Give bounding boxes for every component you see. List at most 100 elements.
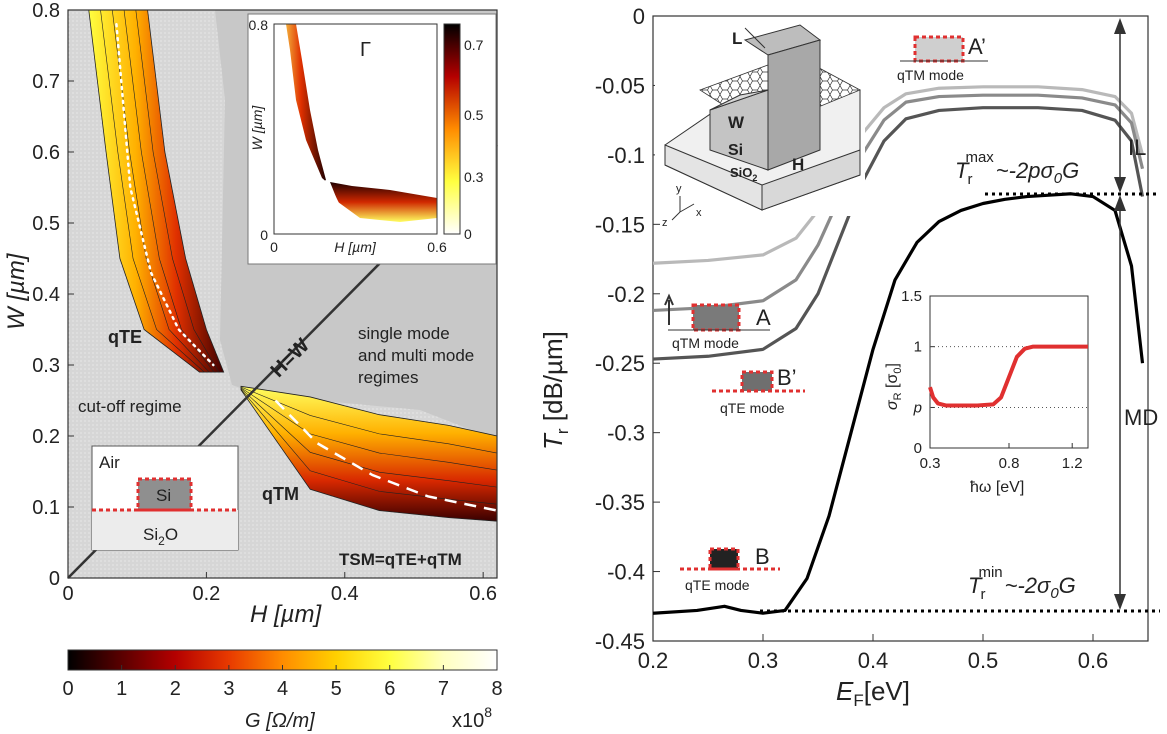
qte-contour bbox=[100, 9, 205, 373]
label-mode-b-prime-desc: qTE mode bbox=[720, 400, 785, 416]
mode-a-icon: A qTM mode bbox=[664, 293, 771, 351]
right-x-tick-label: 0.6 bbox=[1078, 648, 1109, 673]
left-y-tick-label: 0.4 bbox=[32, 284, 60, 306]
mode-b-icon: B qTE mode bbox=[680, 544, 780, 593]
si-core bbox=[136, 477, 193, 512]
g-cbar-tick-label: 8 bbox=[491, 678, 502, 700]
waveguide-cross-section-schematic: Air Si Si2O bbox=[91, 445, 239, 551]
gamma-colorbar bbox=[443, 23, 461, 235]
device-3d-schematic: L W Si H SiO2 x y z bbox=[655, 18, 865, 229]
qte-contour bbox=[135, 9, 220, 373]
sigma-x-tick-label: 1.2 bbox=[1062, 455, 1083, 472]
label-si: Si bbox=[156, 486, 171, 505]
sigma-r-curve bbox=[928, 344, 1088, 408]
gamma-x-label: H [µm] bbox=[334, 239, 377, 255]
label-il: IL bbox=[1128, 135, 1146, 160]
device-label-w: W bbox=[728, 113, 745, 132]
gamma-x-tick-min: 0 bbox=[270, 239, 278, 255]
sigma-r-inset: 0.3 0.8 1.2 0 p 1 1.5 σR [σ0] ħω [eV] bbox=[884, 288, 1089, 496]
gamma-cbar-tick: 0.7 bbox=[464, 37, 484, 53]
right-x-tick-label: 0.4 bbox=[858, 648, 889, 673]
right-y-tick-label: -0.45 bbox=[595, 629, 645, 654]
il-arrow: IL bbox=[1114, 18, 1146, 193]
label-regimes-2: and multi mode bbox=[358, 346, 474, 365]
qtm-ridge-line bbox=[274, 399, 498, 512]
right-y-tick-label: -0.15 bbox=[595, 212, 645, 237]
sigma-x-tick-label: 0.8 bbox=[999, 455, 1020, 472]
gamma-inset-qtm-band bbox=[330, 182, 437, 222]
g-cbar-tick-label: 7 bbox=[438, 678, 449, 700]
mode-b-prime-icon: B’ qTE mode bbox=[712, 365, 805, 416]
sigma-x-tick-label: 0.3 bbox=[920, 455, 941, 472]
sigma-r-y-label: σR [σ0] bbox=[884, 363, 904, 410]
device-axis-x: x bbox=[696, 207, 702, 219]
qtm-contour bbox=[240, 388, 498, 505]
sigma-y-tick-label: 1.5 bbox=[901, 288, 922, 305]
qtm-contour bbox=[240, 386, 498, 454]
left-y-tick-label: 0.5 bbox=[32, 213, 60, 235]
left-y-tick-label: 0 bbox=[49, 568, 60, 590]
g-cbar-tick-label: 2 bbox=[170, 678, 181, 700]
g-cbar-tick-label: 4 bbox=[277, 678, 288, 700]
gamma-cbar-tick: 0.3 bbox=[464, 169, 484, 185]
label-mode-b-prime: B’ bbox=[777, 365, 797, 390]
tr-series-dark bbox=[652, 106, 1145, 361]
g-cbar-tick-label: 0 bbox=[62, 678, 73, 700]
left-x-tick-label: 0.6 bbox=[469, 583, 497, 605]
device-label-si: Si bbox=[728, 142, 743, 159]
qtm-contour bbox=[240, 388, 498, 488]
mode-a-prime-icon: A’ qTM mode bbox=[897, 34, 988, 83]
right-y-tick-label: -0.3 bbox=[607, 421, 645, 446]
gamma-y-tick-max: 0.8 bbox=[249, 17, 269, 33]
left-y-tick-label: 0.8 bbox=[32, 0, 60, 22]
g-colorbar-multiplier: x108 bbox=[452, 704, 492, 732]
qte-contour bbox=[123, 9, 215, 373]
right-x-tick-label: 0.5 bbox=[968, 648, 999, 673]
gamma-inset: Γ 0.8 0 0 0.6 H [µm] W [µm] 0.7 0.5 0.3 … bbox=[247, 13, 497, 265]
label-md: MD bbox=[1124, 405, 1158, 430]
left-y-axis-label: W [µm] bbox=[3, 252, 30, 330]
right-y-tick-label: -0.05 bbox=[595, 73, 645, 98]
sigma-r-x-label: ħω [eV] bbox=[970, 479, 1024, 496]
right-x-tick-label: 0.3 bbox=[748, 648, 779, 673]
g-cbar-tick-label: 3 bbox=[223, 678, 234, 700]
sigma-r-ticks: 0.3 0.8 1.2 0 p 1 1.5 bbox=[901, 288, 1088, 472]
right-transmission-panel: 0.2 0.3 0.4 0.5 0.6 0 -0.05 -0.1 -0.15 -0.2 -0.25 -… bbox=[538, 4, 1160, 710]
g-colorbar-ticks: 0 1 2 3 4 5 6 7 8 bbox=[62, 665, 503, 700]
device-axis-z: z bbox=[662, 217, 668, 229]
label-mode-a-prime: A’ bbox=[968, 34, 986, 59]
left-y-tick-label: 0.6 bbox=[32, 142, 60, 164]
right-y-tick-label: -0.4 bbox=[607, 560, 645, 585]
label-tr-max: Trmax~-2pσ0G bbox=[955, 149, 1079, 188]
g-colorbar-label: G [Ω/m] bbox=[245, 710, 315, 732]
left-y-tick-label: 0.1 bbox=[32, 497, 60, 519]
label-mode-a: A bbox=[756, 305, 771, 330]
device-label-l: L bbox=[732, 29, 742, 48]
left-y-ticks: 0 0.1 0.2 0.3 0.4 0.5 0.6 0.7 0.8 bbox=[32, 0, 74, 590]
label-mode-b: B bbox=[755, 544, 770, 569]
g-cbar-tick-label: 6 bbox=[384, 678, 395, 700]
right-y-axis-label: Tr [dB/µm] bbox=[538, 331, 572, 450]
tr-series-light bbox=[652, 85, 1145, 265]
left-y-tick-label: 0.7 bbox=[32, 71, 60, 93]
label-cutoff-regime: cut-off regime bbox=[78, 397, 182, 416]
right-y-tick-label: 0 bbox=[633, 4, 645, 29]
right-y-tick-label: -0.35 bbox=[595, 490, 645, 515]
gamma-cbar-tick: 0 bbox=[464, 226, 472, 242]
sigma-y-tick-label: 0 bbox=[914, 440, 922, 457]
label-regimes-3: regimes bbox=[358, 368, 418, 387]
label-mode-a-prime-desc: qTM mode bbox=[897, 67, 964, 83]
device-label-sio2: SiO2 bbox=[730, 165, 757, 183]
label-mode-a-desc: qTM mode bbox=[672, 335, 739, 351]
label-qtm: qTM bbox=[262, 484, 299, 504]
left-x-tick-label: 0.2 bbox=[192, 583, 220, 605]
tr-series-mid bbox=[652, 93, 1145, 313]
device-axis-y: y bbox=[676, 183, 682, 195]
label-substrate: Si2O bbox=[143, 525, 178, 548]
gamma-y-tick-min: 0 bbox=[260, 227, 268, 243]
label-tsm: TSM=qTE+qTM bbox=[339, 550, 462, 569]
label-qte: qTE bbox=[108, 327, 142, 347]
right-x-tick-label: 0.2 bbox=[638, 648, 669, 673]
label-mode-b-desc: qTE mode bbox=[685, 577, 750, 593]
